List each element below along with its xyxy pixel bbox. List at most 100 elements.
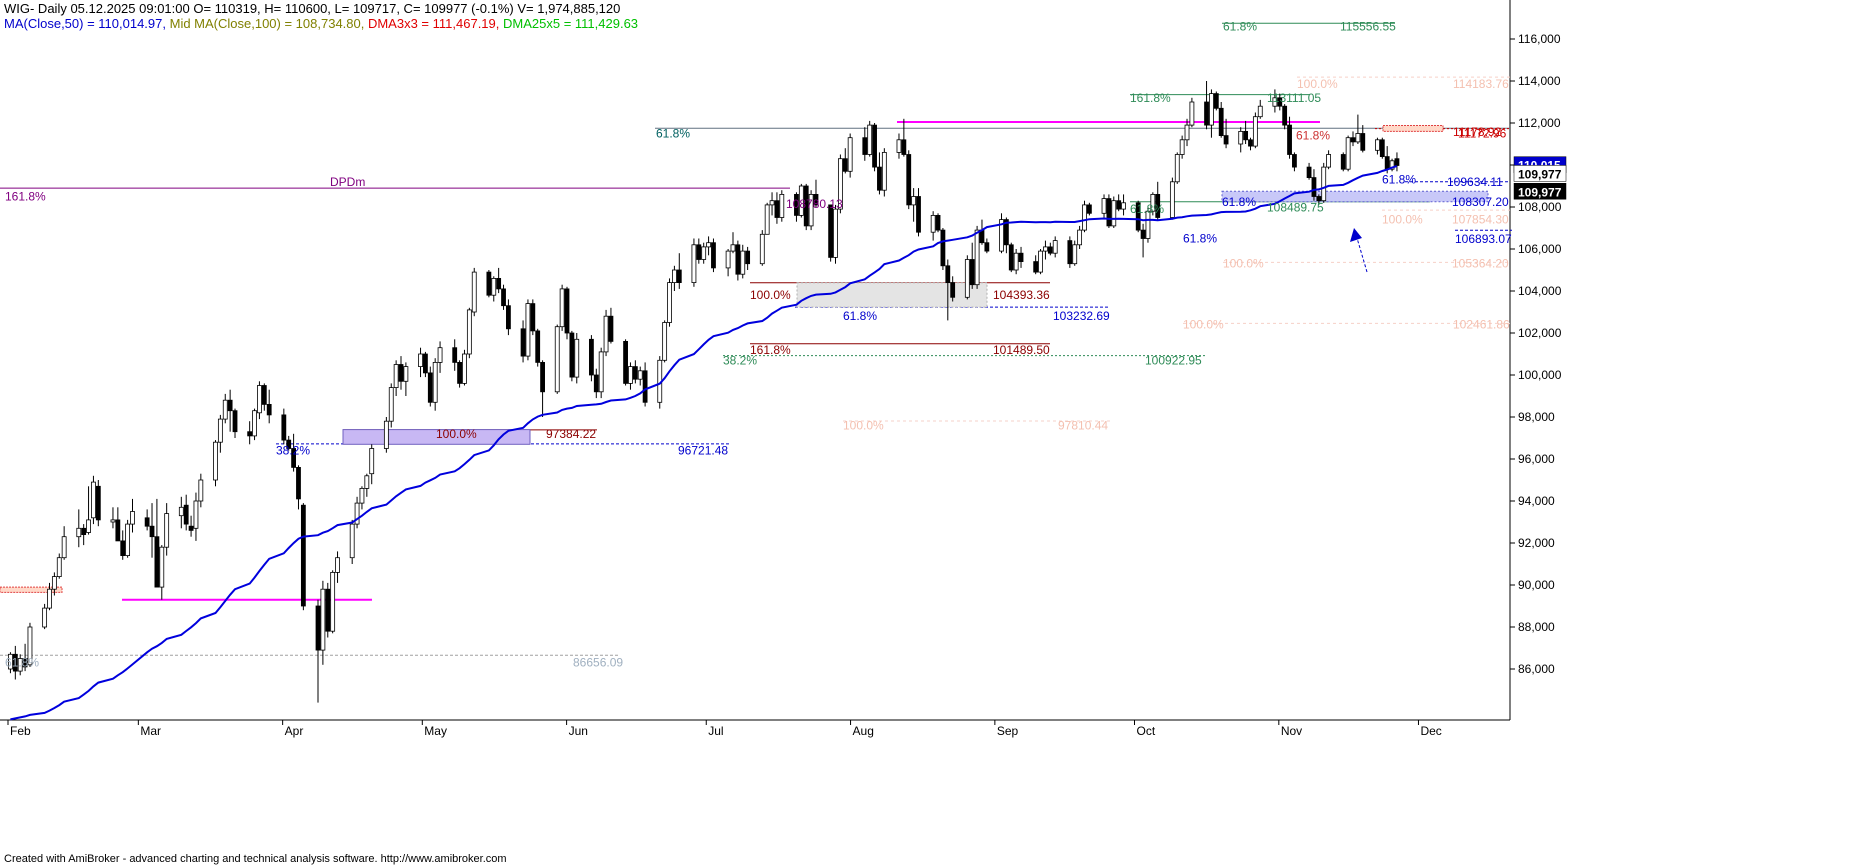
chart-annotation: 105364.20 [1452, 257, 1509, 271]
candle-body-up [178, 506, 184, 517]
candle-body-down [506, 305, 511, 330]
candle-body-down [906, 154, 912, 206]
chart-annotation: 100.0% [1223, 257, 1264, 271]
price-badge-label: 109,977 [1518, 167, 1562, 181]
chart-annotation: 86656.09 [573, 656, 623, 670]
candle-body-down [593, 374, 599, 393]
candle [1169, 177, 1175, 220]
candle [457, 360, 462, 388]
candle-body-up [8, 653, 13, 670]
candle [525, 299, 531, 361]
candle-body-up [1077, 229, 1083, 246]
candle [837, 154, 843, 214]
candle-body-up [164, 513, 170, 548]
candle-body-up [1174, 154, 1180, 183]
candle [950, 276, 956, 302]
candle-body-down [115, 519, 121, 542]
candle-body-up [769, 200, 775, 206]
price-badge [1513, 165, 1567, 182]
candle-body-down [325, 588, 331, 632]
candle-body-down [398, 364, 404, 382]
candle [813, 179, 819, 207]
candle-body-down [1223, 135, 1229, 145]
candle [1218, 102, 1224, 138]
candle-body-down [1003, 219, 1009, 246]
chart-annotation: 97384.22 [546, 427, 596, 441]
candle [530, 299, 536, 336]
y-tick-label: 106,000 [1518, 242, 1562, 256]
candle-body-up [51, 576, 57, 590]
candle-body-down [642, 370, 648, 403]
candle [393, 360, 399, 396]
candle [300, 503, 306, 611]
candle [930, 211, 936, 241]
candle-body-up [61, 536, 67, 559]
candle [471, 267, 477, 317]
candle-body-up [911, 196, 917, 206]
candle-body-down [1135, 202, 1141, 231]
candle-body-up [193, 500, 199, 529]
candle [286, 435, 292, 451]
candle [232, 408, 238, 438]
candle [833, 204, 838, 264]
candle-body-down [261, 385, 267, 405]
candle-body-up [896, 139, 902, 153]
candle-body-up [349, 523, 355, 559]
candle [369, 444, 375, 485]
candle-body-down [1360, 133, 1366, 151]
candle-body-down [1316, 196, 1322, 202]
candle [916, 188, 921, 237]
candle-body-down [1018, 252, 1024, 262]
candle-body-down [1008, 244, 1014, 271]
chart-footer-credit: Created with AmiBroker - advanced charti… [4, 853, 507, 865]
candle [76, 509, 82, 548]
candle [794, 192, 799, 222]
candle [730, 232, 736, 254]
chart-annotation: 100.0% [1297, 77, 1338, 91]
candle [1067, 236, 1073, 268]
candle [91, 475, 96, 525]
candle-body-down [916, 196, 921, 233]
candle [901, 118, 907, 157]
candle [1013, 249, 1019, 275]
support-zone [342, 429, 531, 445]
candle [1116, 194, 1122, 212]
candle-body-down [291, 448, 297, 468]
candle [1355, 114, 1361, 144]
candle [81, 524, 87, 546]
candle [1033, 255, 1039, 275]
candle [1204, 81, 1209, 130]
candle [27, 622, 33, 667]
candle [432, 358, 438, 411]
candle-body-up [779, 193, 785, 218]
candle-body-up [471, 271, 477, 313]
chart-annotation: 108489.75 [1267, 201, 1324, 215]
candle [222, 393, 228, 424]
candle [1140, 223, 1146, 258]
candle-body-up [1082, 204, 1087, 231]
candle-body-down [745, 250, 751, 265]
candle-body-up [603, 315, 609, 353]
candle [774, 192, 780, 224]
candle-body-up [462, 353, 467, 384]
candle-body-up [1272, 97, 1278, 107]
candle [1252, 112, 1258, 149]
candle [217, 414, 223, 453]
candle-body-up [559, 288, 565, 328]
candle [1243, 120, 1249, 144]
candle-body-down [1306, 166, 1312, 179]
candle [427, 366, 433, 407]
candle [1394, 152, 1400, 172]
indicator-value-1: Mid MA(Close,100) = 108,734.80, [169, 16, 368, 31]
candle [320, 580, 326, 665]
candle-body-up [320, 588, 326, 651]
candle-body-up [393, 364, 399, 389]
candle [803, 183, 809, 231]
candle-body-up [383, 420, 389, 449]
candle [213, 440, 218, 487]
candle [1145, 207, 1151, 243]
candle [540, 360, 545, 417]
candle-body-up [574, 338, 580, 378]
